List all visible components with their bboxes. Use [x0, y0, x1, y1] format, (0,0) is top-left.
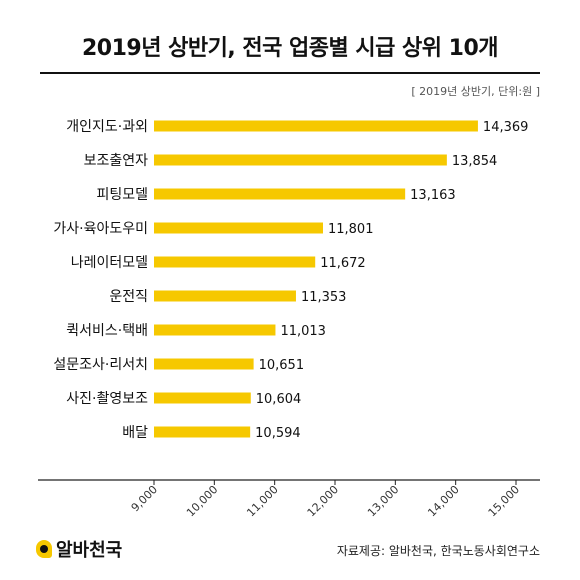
value-label: 13,854 — [452, 154, 498, 169]
value-label: 11,801 — [328, 222, 374, 237]
x-tick-label: 10,000 — [184, 483, 220, 519]
brand-logo-icon — [36, 540, 52, 558]
value-label: 10,651 — [259, 358, 305, 373]
bar — [154, 188, 406, 200]
chart-title: 2019년 상반기, 전국 업종별 시급 상위 10개 — [81, 36, 499, 61]
title-divider — [40, 72, 540, 74]
category-label: 운전직 — [109, 289, 148, 305]
category-label: 배달 — [122, 425, 148, 441]
bars-layer: 개인지도·과외 14,369 보조출연자 13,854 피팅모델 13,163 가사·육아도… — [53, 119, 528, 441]
value-label: 13,163 — [410, 188, 456, 203]
x-axis: 9,000 10,000 11,000 12,000 13,000 14,000 15,00… — [38, 479, 540, 519]
x-tick-label: 12,000 — [305, 483, 341, 519]
value-label: 14,369 — [483, 120, 529, 135]
category-label: 사진·촬영보조 — [66, 391, 148, 407]
bar — [154, 358, 254, 370]
x-tick-label: 13,000 — [365, 483, 401, 519]
x-tick-label: 9,000 — [129, 483, 160, 514]
bar — [154, 426, 251, 438]
brand-logo: 알바천국 — [36, 536, 122, 562]
category-label: 가사·육아도우미 — [53, 221, 148, 237]
category-label: 보조출연자 — [84, 153, 149, 169]
category-label: 피팅모델 — [96, 187, 148, 203]
value-label: 11,672 — [320, 256, 366, 271]
category-label: 나레이터모델 — [71, 255, 148, 271]
value-label: 10,604 — [256, 392, 301, 407]
value-label: 10,594 — [255, 426, 301, 441]
source-note: 자료제공: 알바천국, 한국노동사회연구소 — [336, 544, 540, 558]
x-tick-label: 15,000 — [486, 483, 522, 519]
bar — [154, 392, 251, 404]
category-label: 개인지도·과외 — [66, 119, 148, 135]
bar — [154, 324, 276, 336]
x-tick-label: 11,000 — [244, 483, 280, 519]
value-label: 11,013 — [280, 324, 326, 339]
chart-subtitle: [ 2019년 상반기, 단위:원 ] — [411, 85, 540, 98]
bar — [154, 290, 296, 302]
bar — [154, 120, 478, 132]
bar — [154, 222, 323, 234]
value-label: 11,353 — [301, 290, 347, 305]
category-label: 퀵서비스·택배 — [66, 323, 148, 339]
bar — [154, 154, 447, 166]
x-tick-label: 14,000 — [425, 483, 461, 519]
brand-logo-text: 알바천국 — [56, 540, 123, 561]
category-label: 설문조사·리서치 — [53, 357, 148, 373]
bar — [154, 256, 316, 268]
